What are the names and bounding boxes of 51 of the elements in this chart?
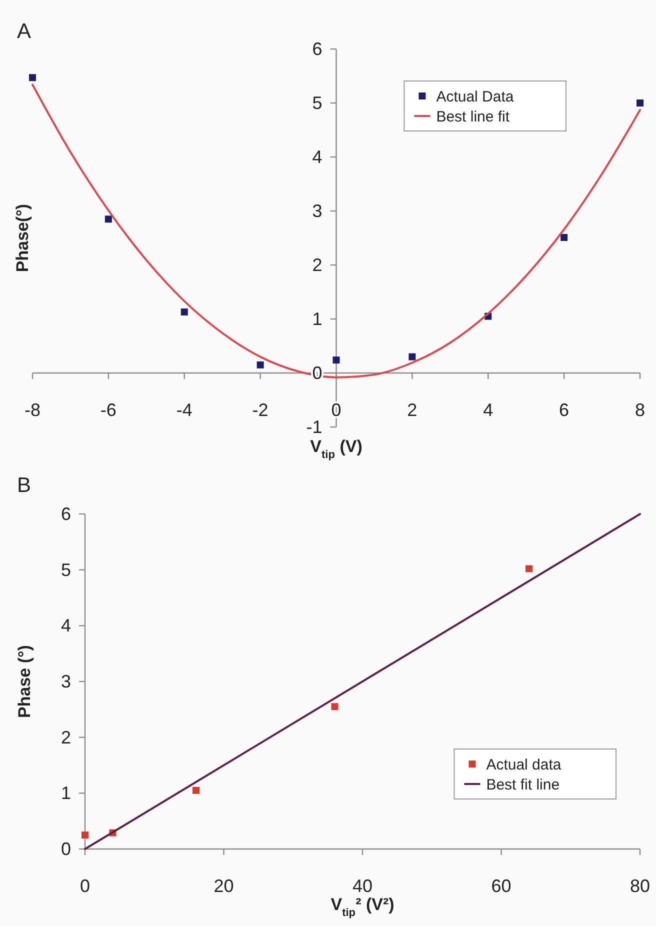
x-tick-label: -4 <box>176 400 192 420</box>
y-axis-title: Phase (°) <box>15 645 34 718</box>
y-tick-label: 2 <box>60 727 71 748</box>
point <box>560 234 568 241</box>
x-tick-label: 40 <box>352 876 373 896</box>
point <box>526 565 532 572</box>
point <box>82 832 88 839</box>
x-tick-label: -8 <box>24 400 41 420</box>
x-tick-label: -6 <box>100 400 116 420</box>
y-tick-label: 2 <box>312 255 322 275</box>
x-tick-label: 6 <box>559 400 570 420</box>
legend-label: Best line fit <box>436 108 510 126</box>
y-tick-label: 4 <box>60 616 71 636</box>
y-tick-label: 3 <box>60 672 71 692</box>
y-tick-label: 6 <box>312 39 322 59</box>
x-tick-label: 4 <box>483 400 494 420</box>
x-axis-title: V$_{tip}$ (V) <box>310 437 362 461</box>
y-tick-label: 1 <box>312 309 322 329</box>
line-series <box>32 84 641 378</box>
legend-label: Actual Data <box>436 88 514 106</box>
point <box>104 216 112 223</box>
point <box>408 353 416 360</box>
legend-label: Actual data <box>486 756 562 774</box>
x-tick-label: 0 <box>331 400 342 420</box>
point <box>192 786 200 794</box>
point <box>636 100 644 106</box>
point <box>29 74 36 82</box>
x-tick-label: 60 <box>491 876 512 896</box>
y-tick-label: 3 <box>312 201 322 221</box>
x-tick-label: 8 <box>634 400 646 420</box>
y-tick-label: 5 <box>312 93 322 113</box>
y-tick-label: 6 <box>60 504 71 524</box>
x-axis-title: V$_{tip}$² (V²) <box>330 895 394 919</box>
x-tick-label: 2 <box>407 400 418 420</box>
x-tick-label: 20 <box>214 876 234 896</box>
point <box>256 361 264 368</box>
y-tick-label: 0 <box>60 839 71 859</box>
point <box>180 308 188 316</box>
chart-title: A <box>17 20 32 43</box>
point <box>332 356 340 364</box>
y-tick-label: 1 <box>60 783 71 804</box>
x-tick-label: 0 <box>80 876 90 896</box>
y-tick-label: -1 <box>306 417 322 437</box>
point <box>331 703 338 710</box>
y-tick-label: 4 <box>312 147 322 167</box>
y-tick-label: 5 <box>60 560 71 580</box>
x-tick-label: 80 <box>630 876 650 896</box>
x-tick-label: -2 <box>252 400 268 420</box>
y-axis-title: Phase(°) <box>13 204 32 272</box>
chart-title: B <box>17 474 32 497</box>
legend-label: Best fit line <box>486 776 560 794</box>
